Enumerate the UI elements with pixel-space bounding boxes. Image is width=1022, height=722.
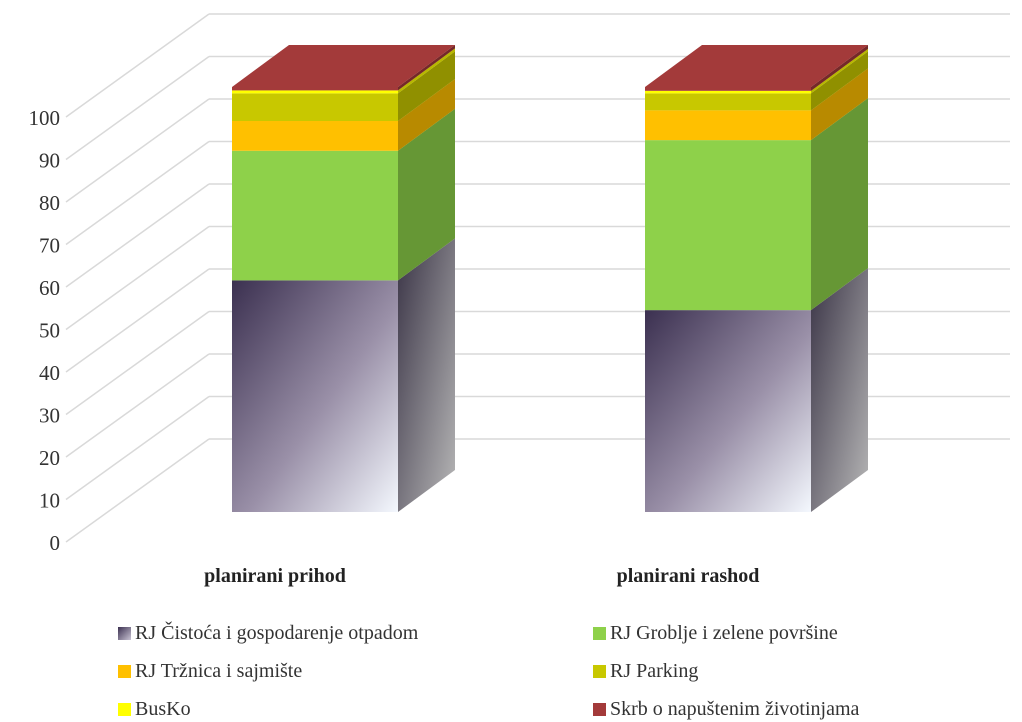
legend-label: Skrb o napuštenim životinjama [610,698,860,720]
bar-segment-side [398,51,455,121]
bar-segment-side-shade [398,51,455,121]
legend-label: RJ Parking [610,660,699,682]
legend-item: RJ Tržnica i sajmište [118,660,302,683]
bar-segment [645,93,811,111]
gridline-diagonal [65,55,210,161]
legend-item: BusKo [118,698,191,721]
y-tick-label: 60 [39,276,60,300]
bar-top [232,45,455,87]
bar-segment [232,90,398,94]
legend-swatch [118,665,131,678]
category-labels: planirani prihod planirani rashod [204,565,759,587]
y-tick-label: 100 [29,106,61,130]
bar-segment-side [398,48,455,94]
bar-segment [645,110,811,141]
y-tick-label: 30 [39,404,60,428]
y-tick-label: 80 [39,191,60,215]
legend-item: RJ Čistoća i gospodarenje otpadom [118,622,418,645]
legend-label: RJ Groblje i zelene površine [610,622,838,644]
bar-segment-side-shade [811,48,868,94]
bar-segment-side-shade [811,68,868,141]
gridline-diagonal [65,268,210,373]
bar-segment [645,90,811,94]
y-tick-label: 20 [39,446,60,470]
bar-segment-side [811,98,868,311]
legend-item: RJ Parking [593,660,698,683]
gridline-diagonal [65,353,210,458]
y-tick-label: 90 [39,149,60,173]
gridline-diagonal [65,140,210,246]
bar-segment-side-shade [398,108,455,281]
bar-segment-side-shade [398,48,455,94]
bar-segment-side [398,108,455,281]
bar-top [645,45,868,87]
bar-segment-side [811,48,868,94]
y-tick-label: 40 [39,361,60,385]
bar-segment [645,87,811,91]
bar-segment-side [811,51,868,111]
legend-swatch [593,627,606,640]
y-axis: 0 10 20 30 40 50 60 70 80 90 100 [29,106,61,555]
bar-segment-side [811,268,868,512]
y-tick-label: 50 [39,319,60,343]
y-tick-label: 0 [50,531,61,555]
y-tick-label: 10 [39,489,60,513]
legend-item: Skrb o napuštenim životinjama [593,698,859,721]
bar-segment [232,121,398,151]
gridline-diagonal [65,438,210,543]
legend-swatch [118,627,131,640]
gridline-diagonal [65,225,210,331]
legend-swatch [593,665,606,678]
bar-segment [232,150,398,281]
gridline-diagonal [65,183,210,288]
bar-segment [645,310,811,512]
category-label: planirani prihod [204,565,346,587]
gridline-diagonal [65,395,210,501]
legend: RJ Čistoća i gospodarenje otpadom RJ Grob… [118,622,978,721]
bar-segment-side [811,68,868,141]
gridlines [65,13,1010,543]
bar-segment-side [398,45,455,91]
gridline-diagonal [65,13,210,118]
bar-segment-side [811,45,868,91]
bar-segment-side-shade [811,45,868,91]
bars [232,45,868,512]
y-tick-label: 70 [39,234,60,258]
legend-label: BusKo [135,698,191,720]
gridline-diagonal [65,98,210,203]
bar-segment [232,280,398,512]
bar-segment [232,87,398,91]
bar-segment-side [398,238,455,512]
bar-segment [232,93,398,121]
bar-segment-side-shade [811,98,868,311]
legend-swatch [593,703,606,716]
category-label: planirani rashod [617,565,760,587]
bar-stack [645,45,868,512]
bar-segment [645,140,811,311]
bar-segment-side-shade [811,51,868,111]
bar-segment-side-shade [398,79,455,151]
legend-swatch [118,703,131,716]
bar-stack [232,45,455,512]
gridline-diagonal [65,310,210,416]
legend-item: RJ Groblje i zelene površine [593,622,838,645]
bar-segment-side [398,79,455,151]
legend-label: RJ Čistoća i gospodarenje otpadom [135,622,419,644]
bar-segment-side-shade [398,45,455,91]
legend-label: RJ Tržnica i sajmište [135,660,303,682]
